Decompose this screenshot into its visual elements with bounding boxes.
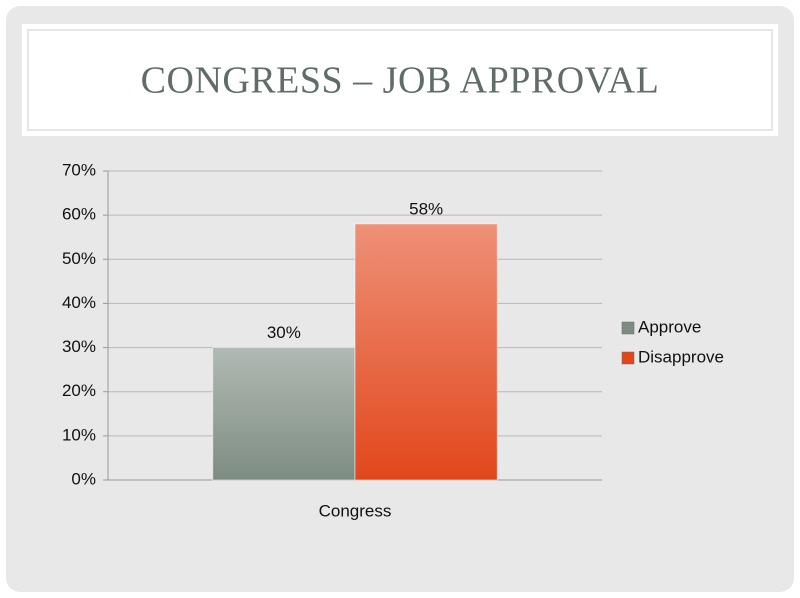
legend-label: Disapprove	[638, 347, 724, 366]
bar-shine	[355, 223, 498, 480]
y-tick-label: 10%	[62, 425, 96, 444]
legend-label: Approve	[638, 317, 701, 336]
y-tick-label: 20%	[62, 381, 96, 400]
y-tick-label: 30%	[62, 337, 96, 356]
y-tick-label: 40%	[62, 293, 96, 312]
value-label: 58%	[409, 199, 443, 218]
legend-swatch	[621, 321, 635, 335]
y-tick-label: 60%	[62, 205, 96, 224]
title-frame	[27, 29, 773, 131]
legend-swatch	[621, 351, 635, 365]
value-label: 30%	[267, 323, 301, 342]
y-tick-label: 0%	[71, 469, 96, 488]
title-box	[22, 24, 778, 136]
bar-shine	[212, 347, 355, 480]
chart-title: CONGRESS – JOB APPROVAL	[141, 60, 660, 102]
y-tick-label: 70%	[62, 160, 96, 179]
x-tick-label: Congress	[319, 501, 392, 520]
y-tick-label: 50%	[62, 249, 96, 268]
